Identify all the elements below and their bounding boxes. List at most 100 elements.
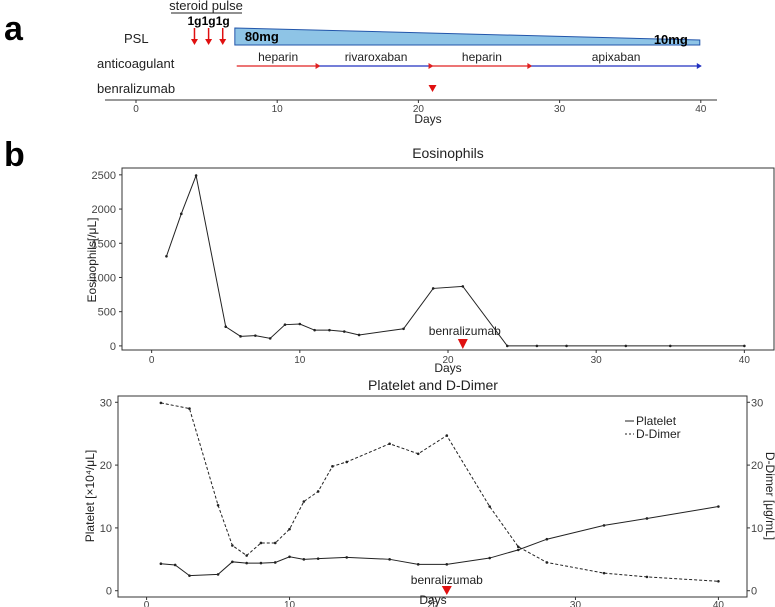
ddimer-y-tick-label: 10 <box>751 523 763 535</box>
timeline-x-ticks: 0 10 20 30 40 <box>133 100 707 115</box>
eosinophils-y-axis-title: Eosinophils[/μL] <box>85 218 99 303</box>
pulse-arrow-head <box>190 39 198 45</box>
timeline-x-axis-title: Days <box>414 112 441 126</box>
legend-ddimer-label: D-Dimer <box>636 427 681 441</box>
platelet-x-tick-label: 20 <box>427 600 439 607</box>
eosinophils-y-ticks: 0 500 1000 1500 2000 2500 <box>92 170 122 353</box>
timeline-x-tick-label: 30 <box>554 104 566 115</box>
eos-point <box>283 323 287 326</box>
eos-x-tick-label: 20 <box>442 355 454 366</box>
platelet-y-axis-title: Platelet [×10⁴/μL] <box>83 450 97 542</box>
platelet-point <box>388 558 391 561</box>
platelet-x-tick-label: 10 <box>284 600 296 607</box>
eosinophils-points <box>165 174 746 348</box>
platelet-point <box>273 561 277 564</box>
platelet-ddimer-x-axis-title: Days <box>419 593 446 607</box>
eos-point <box>357 333 361 337</box>
ddimer-point <box>345 460 349 464</box>
platelet-ddimer-legend: Platelet D-Dimer <box>625 414 681 441</box>
platelet-point <box>188 574 191 577</box>
ddimer-point <box>516 545 520 549</box>
ddimer-point <box>245 554 248 557</box>
ddimer-point <box>488 505 491 508</box>
eosinophils-benralizumab-marker <box>457 339 468 349</box>
ddimer-y-tick-label: 30 <box>751 397 763 409</box>
ddimer-point <box>645 575 649 579</box>
psl-taper-wedge <box>234 27 701 46</box>
eosinophils-title: Eosinophils <box>412 145 484 161</box>
eos-point <box>565 344 568 348</box>
eosinophils-series-line <box>165 173 745 347</box>
ddimer-point <box>288 527 291 531</box>
platelet-point <box>345 556 349 559</box>
anticoagulant-label-heparin: heparin <box>462 50 502 64</box>
platelet-point <box>245 561 248 565</box>
eos-x-tick-label: 0 <box>149 355 155 366</box>
platelet-y-tick-label: 0 <box>106 586 112 598</box>
ddimer-point <box>445 434 449 437</box>
ddimer-point <box>388 442 391 446</box>
anticoagulant-segments: heparin rivaroxaban heparin apixaban <box>236 50 702 69</box>
eos-point <box>313 328 316 332</box>
platelet-ddimer-x-ticks: 0 10 20 30 40 <box>144 597 724 607</box>
eos-point <box>179 212 183 216</box>
platelet-point <box>259 561 263 565</box>
pulse-dose-label: 1g <box>187 14 201 28</box>
steroid-pulse-label: steroid pulse <box>169 0 243 13</box>
eos-point <box>668 344 672 348</box>
psl-row-label: PSL <box>124 31 149 46</box>
platelet-point <box>645 517 649 520</box>
pulse-arrow-head <box>205 39 213 45</box>
ddimer-point <box>273 541 277 545</box>
platelet-ddimer-chart: Platelet and D-Dimer 0 10 20 30 0 10 20 30 0 10… <box>83 377 775 607</box>
eosinophils-chart: Eosinophils 0 500 1000 1500 2000 2500 0 10 20 30… <box>85 145 775 375</box>
timeline-x-tick-label: 40 <box>695 104 707 115</box>
eos-point <box>624 344 628 348</box>
platelet-x-tick-label: 0 <box>144 600 150 607</box>
eos-y-tick-label: 500 <box>98 307 116 319</box>
eos-point <box>505 344 509 348</box>
ddimer-series-line <box>160 402 719 582</box>
eos-x-tick-label: 40 <box>739 355 751 366</box>
platelet-point <box>445 563 449 566</box>
anticoagulant-label-heparin: heparin <box>258 50 298 64</box>
ddimer-point <box>545 561 549 564</box>
platelet-point <box>416 563 420 566</box>
platelet-benralizumab-label: benralizumab <box>411 573 483 587</box>
eos-point <box>535 344 539 348</box>
ddimer-point <box>231 544 234 547</box>
timeline-x-tick-label: 20 <box>413 104 425 115</box>
ddimer-point <box>717 579 720 583</box>
eos-x-tick-label: 10 <box>294 355 306 366</box>
platelet-x-tick-label: 30 <box>570 600 582 607</box>
anticoagulant-label-rivaroxaban: rivaroxaban <box>345 50 408 64</box>
platelet-point <box>159 562 163 566</box>
platelet-point <box>231 560 234 564</box>
ddimer-point <box>188 407 191 410</box>
pulse-dose-label: 1g <box>202 14 216 28</box>
anticoagulant-switch-marker <box>527 63 533 69</box>
platelet-y-tick-label: 10 <box>100 523 112 535</box>
timeline-x-tick-label: 10 <box>272 104 284 115</box>
ddimer-y-ticks: 0 10 20 30 <box>747 397 763 598</box>
treatment-timeline: steroid pulse 1g 1g 1g PSL 80mg 10mg antic… <box>97 0 717 126</box>
benralizumab-marker <box>428 85 437 92</box>
ddimer-point <box>159 401 163 405</box>
psl-end-dose: 10mg <box>654 32 688 47</box>
eos-point <box>298 322 302 326</box>
eos-point <box>165 254 168 258</box>
platelet-point <box>288 555 291 559</box>
anticoagulant-row-label: anticoagulant <box>97 56 175 71</box>
ddimer-points <box>159 401 720 583</box>
pulse-dose-label: 1g <box>216 14 230 28</box>
eos-point <box>224 325 228 329</box>
eos-y-tick-label: 2500 <box>92 170 116 182</box>
platelet-point <box>173 563 177 567</box>
anticoagulant-switch-marker <box>315 63 321 69</box>
ddimer-y-axis-title: D-Dimer [μg/mL] <box>763 452 775 540</box>
eos-point <box>342 330 346 333</box>
eosinophils-plot-frame <box>121 167 775 351</box>
anticoagulant-switch-marker <box>428 63 434 69</box>
psl-start-dose: 80mg <box>245 29 279 44</box>
